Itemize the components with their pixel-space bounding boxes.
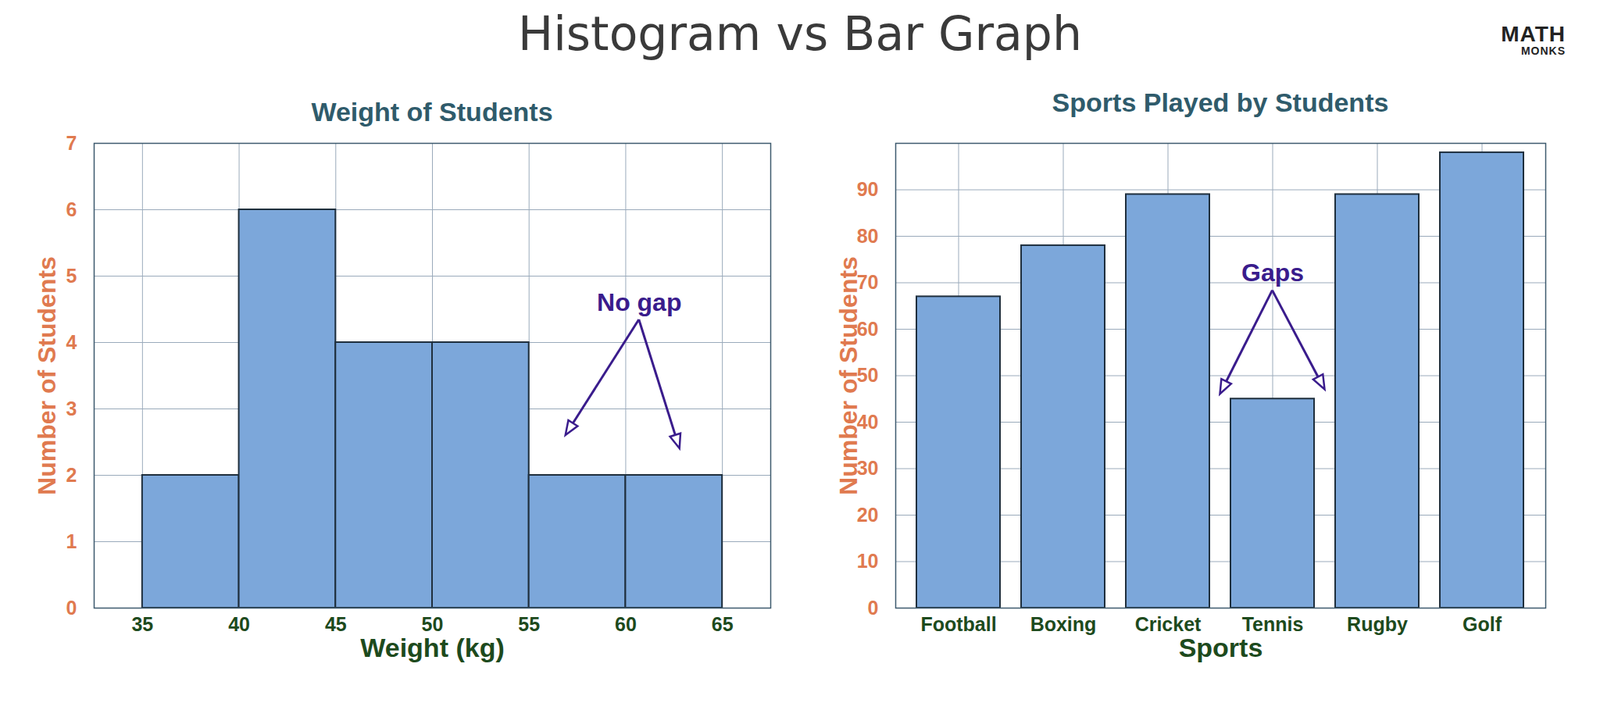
svg-text:3: 3 [66,397,78,420]
html-text:MATH: MATH [1500,21,1566,47]
svg-text:Rugby: Rugby [1346,613,1408,636]
svg-text:0: 0 [867,596,879,619]
svg-text:Cricket: Cricket [1134,613,1202,636]
html-text:Histogram vs Bar Graph: Histogram vs Bar Graph [518,6,1082,61]
svg-text:Number of Students: Number of Students [834,256,863,496]
svg-text:70: 70 [856,271,879,293]
svg-text:Football: Football [920,613,997,636]
html-text:Weight of Students: Weight of Students [311,96,553,127]
html-text:MONKS: MONKS [1521,44,1566,58]
svg-text:Golf: Golf [1462,613,1503,636]
svg-text:No gap: No gap [596,288,682,317]
svg-text:Number of Students: Number of Students [32,256,61,496]
svg-text:60: 60 [856,317,879,340]
svg-text:50: 50 [856,364,879,386]
svg-text:4: 4 [66,331,78,354]
svg-text:30: 30 [856,457,879,479]
svg-text:2: 2 [66,464,78,486]
svg-text:Sports: Sports [1178,632,1264,663]
svg-text:Gaps: Gaps [1241,258,1304,287]
svg-text:90: 90 [857,178,879,200]
svg-text:1: 1 [66,530,78,553]
svg-text:35: 35 [131,613,154,636]
svg-text:Tennis: Tennis [1241,613,1304,636]
svg-text:5: 5 [66,264,78,287]
svg-text:6: 6 [66,198,78,221]
svg-text:45: 45 [325,613,347,636]
svg-text:10: 10 [857,550,879,572]
svg-text:80: 80 [857,225,879,247]
svg-text:20: 20 [857,503,879,526]
svg-text:40: 40 [856,410,879,433]
svg-text:60: 60 [614,613,637,636]
svg-text:Weight (kg): Weight (kg) [360,632,504,663]
svg-text:0: 0 [66,596,78,619]
svg-text:40: 40 [228,613,250,636]
svg-text:7: 7 [66,132,78,154]
svg-text:Boxing: Boxing [1030,613,1097,636]
svg-text:55: 55 [517,613,540,636]
svg-text:65: 65 [711,613,734,636]
html-text:Sports Played by Students: Sports Played by Students [1052,87,1389,118]
svg-text:50: 50 [421,613,444,636]
